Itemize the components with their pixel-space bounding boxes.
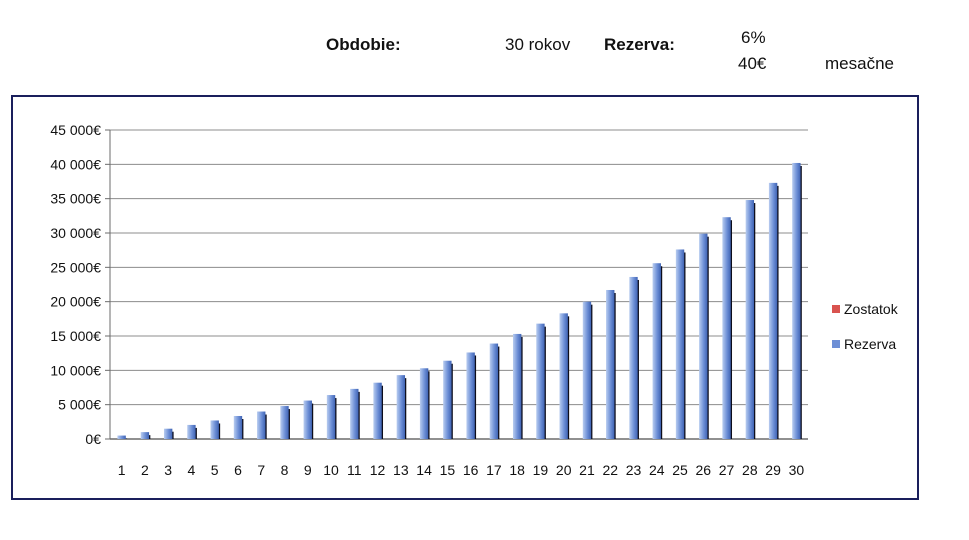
y-tick-label: 35 000€ (50, 191, 101, 207)
bar-rezerva (187, 424, 196, 439)
x-tick-label: 26 (696, 462, 712, 478)
chart-frame: 0€ 5 000€ 10 000€ 15 000€ 20 000€ 25 000€ 30 0… (11, 95, 919, 500)
legend-label-rezerva: Rezerva (844, 336, 896, 352)
bar-rezerva (443, 360, 452, 439)
x-tick-label: 19 (533, 462, 549, 478)
x-tick-label: 18 (509, 462, 525, 478)
bar-rezerva (280, 406, 289, 439)
bar-rezerva (768, 182, 778, 439)
grid-lines (110, 129, 808, 440)
bar-rezerva (559, 313, 568, 439)
x-tick-label: 4 (188, 462, 196, 478)
y-tick-label: 25 000€ (50, 259, 101, 275)
x-tick-label: 17 (486, 462, 502, 478)
bar-rezerva (792, 162, 801, 439)
bar-rezerva (606, 289, 615, 439)
bar-rezerva (582, 301, 592, 439)
bar-rezerva (675, 249, 685, 439)
y-tick-label: 30 000€ (50, 225, 101, 241)
bar-rezerva (303, 400, 312, 439)
legend-swatch-rezerva (832, 340, 840, 348)
x-tick-label: 14 (416, 462, 432, 478)
y-axis: 0€ 5 000€ 10 000€ 15 000€ 20 000€ 25 000€ 30 0… (50, 122, 111, 447)
x-tick-label: 12 (370, 462, 386, 478)
period-value: 30 rokov (505, 35, 571, 54)
bar-rezerva (466, 352, 475, 439)
y-tick-label: 10 000€ (50, 362, 101, 378)
bar-rezerva (163, 428, 173, 439)
x-tick-label: 7 (257, 462, 265, 478)
bar-rezerva (536, 323, 545, 439)
legend: Zostatok Rezerva (832, 301, 899, 352)
bar-rezerva (257, 411, 266, 439)
x-tick-label: 27 (719, 462, 735, 478)
bars (117, 162, 802, 439)
bar-rezerva (373, 382, 382, 439)
x-tick-label: 5 (211, 462, 219, 478)
reserve-frequency: mesačne (825, 54, 894, 73)
bar-rezerva (722, 217, 731, 439)
x-tick-label: 8 (281, 462, 289, 478)
bar-rezerva (489, 343, 499, 439)
bar-rezerva (629, 276, 638, 439)
bar-rezerva (140, 432, 150, 439)
reserve-amount: 40€ (738, 54, 767, 73)
bar-chart: 0€ 5 000€ 10 000€ 15 000€ 20 000€ 25 000€ 30 0… (50, 122, 899, 478)
x-tick-label: 15 (440, 462, 456, 478)
legend-label-zostatok: Zostatok (844, 301, 899, 317)
y-tick-label: 5 000€ (58, 397, 101, 413)
x-tick-label: 30 (789, 462, 805, 478)
x-tick-label: 20 (556, 462, 572, 478)
x-tick-label: 23 (626, 462, 642, 478)
x-tick-label: 3 (164, 462, 172, 478)
bar-rezerva (233, 415, 243, 439)
bar-rezerva (512, 333, 522, 439)
legend-swatch-zostatok (832, 305, 840, 313)
x-tick-label: 2 (141, 462, 149, 478)
bar-rezerva (699, 233, 708, 439)
x-tick-label: 9 (304, 462, 312, 478)
x-tick-label: 6 (234, 462, 242, 478)
y-tick-label: 15 000€ (50, 328, 101, 344)
y-tick-label: 45 000€ (50, 122, 101, 138)
x-tick-label: 22 (602, 462, 618, 478)
reserve-label: Rezerva: (604, 35, 675, 54)
bar-rezerva (419, 368, 429, 439)
x-tick-label: 21 (579, 462, 595, 478)
x-tick-label: 10 (323, 462, 339, 478)
bar-rezerva (652, 263, 661, 439)
x-tick-label: 24 (649, 462, 665, 478)
x-axis: 1 2 3 4 5 6 7 8 9 10 11 12 13 14 15 16 17 18 19 20 21 22 23 24 2… (118, 462, 805, 478)
reserve-rate: 6% (741, 28, 766, 47)
bar-rezerva (117, 435, 126, 439)
x-tick-label: 28 (742, 462, 758, 478)
x-tick-label: 29 (765, 462, 781, 478)
bar-rezerva (210, 420, 219, 439)
bar-rezerva (350, 388, 359, 439)
period-label: Obdobie: (326, 35, 401, 54)
bar-rezerva (745, 200, 755, 439)
bar-rezerva (326, 395, 336, 439)
y-tick-label: 40 000€ (50, 156, 101, 172)
x-tick-label: 13 (393, 462, 409, 478)
x-tick-label: 16 (463, 462, 479, 478)
x-tick-label: 11 (347, 462, 362, 478)
x-tick-label: 1 (118, 462, 126, 478)
x-tick-label: 25 (672, 462, 688, 478)
bar-rezerva (396, 375, 406, 439)
y-tick-label: 0€ (85, 431, 101, 447)
y-tick-label: 20 000€ (50, 294, 101, 310)
